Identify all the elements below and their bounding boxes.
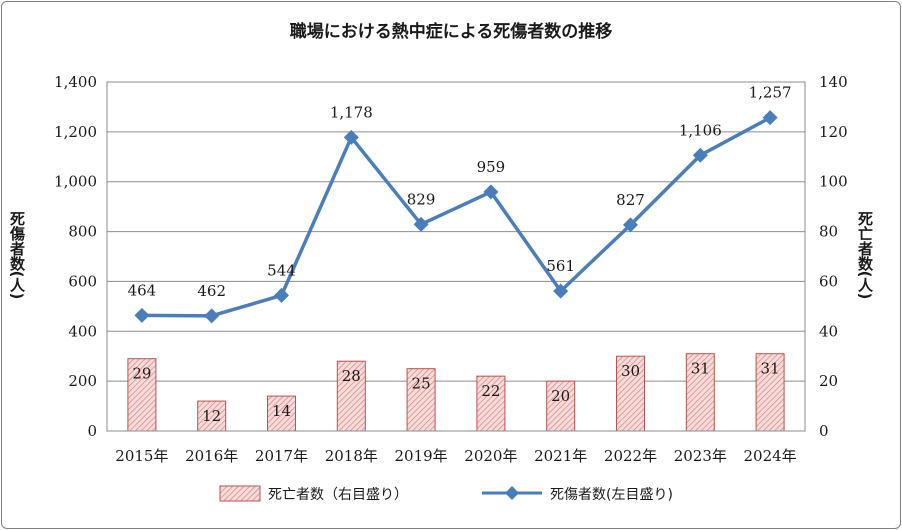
series-line (141, 116, 771, 318)
line-point (623, 217, 638, 233)
x-tick-label: 2016年 (185, 447, 238, 465)
plot-area-border (106, 81, 806, 432)
bar-value-label: 12 (202, 407, 221, 425)
legend: 死亡者数（右目盛り） 死傷者数(左目盛り) (219, 485, 673, 503)
x-tick-label: 2023年 (674, 447, 727, 465)
line-value-label: 544 (267, 261, 296, 279)
line-value-label: 561 (546, 257, 575, 275)
line-value-label: 827 (616, 191, 645, 209)
x-tick-label: 2018年 (325, 447, 378, 465)
y-left-tick-label: 400 (68, 322, 97, 340)
line-point (274, 287, 289, 303)
legend-line-label: 死傷者数(左目盛り) (550, 487, 673, 503)
legend-bar-swatch (219, 485, 261, 502)
x-tick-label: 2021年 (534, 447, 587, 465)
bar-value-label: 31 (691, 360, 710, 378)
bar (336, 360, 366, 432)
x-tick-label: 2022年 (604, 447, 657, 465)
bar-value-label: 25 (412, 375, 431, 393)
legend-bar-label: 死亡者数（右目盛り） (268, 487, 408, 503)
bar (685, 353, 715, 432)
line-point (204, 308, 220, 324)
bar (127, 358, 157, 432)
bar (546, 380, 576, 432)
bar (476, 375, 506, 432)
bar-value-label: 14 (272, 402, 291, 420)
x-tick-label: 2017年 (255, 447, 308, 465)
line-series: 464 462 544 1,178 829 959 561 827 1,106 1,257 (128, 84, 792, 324)
y-right-tick-label: 100 (819, 173, 848, 191)
bar-value-label: 20 (551, 387, 570, 405)
line-point (483, 184, 499, 200)
bar-value-label: 28 (342, 367, 361, 385)
line-point (762, 110, 778, 126)
line-point (343, 129, 359, 145)
chart-title: 職場における熱中症による死傷者数の推移 (290, 21, 613, 42)
y-left-tick-label: 600 (68, 272, 97, 290)
y-left-tick-label: 1,200 (54, 123, 97, 141)
x-tick-label: 2024年 (744, 447, 797, 465)
line-point (413, 216, 429, 232)
bar (197, 400, 227, 432)
x-tick-label: 2019年 (395, 447, 448, 465)
x-tick-label: 2020年 (464, 447, 517, 465)
bar (406, 368, 436, 432)
line-value-label: 829 (407, 190, 436, 208)
line-value-label: 1,106 (679, 121, 722, 139)
y-right-tick-label: 120 (819, 123, 848, 141)
line-value-label: 1,257 (749, 84, 792, 102)
y-left-tick-label: 0 (87, 422, 97, 440)
line-point (553, 283, 569, 299)
bar-value-label: 31 (761, 360, 780, 378)
line-value-label: 464 (128, 281, 157, 299)
bar-value-label: 30 (621, 362, 640, 380)
line-value-label: 959 (477, 158, 506, 176)
y-left-tick-label: 200 (68, 372, 97, 390)
line-point (692, 147, 708, 163)
line-value-label: 462 (197, 282, 226, 300)
y-left-tick-label: 1,400 (54, 73, 97, 91)
y-axis-right-label: 死亡者数(人) (856, 211, 874, 300)
bar (755, 353, 785, 432)
bar-series: 29 12 14 28 25 22 20 30 31 31 (127, 353, 785, 432)
x-tick-label: 2015年 (115, 447, 168, 465)
line-value-label: 1,178 (330, 103, 373, 121)
line-point (134, 307, 150, 323)
y-right-tick-label: 0 (819, 422, 829, 440)
y-axis-left-label: 死傷者数(人) (8, 211, 26, 300)
bar-value-label: 29 (132, 365, 151, 383)
y-right-tick-label: 140 (819, 73, 848, 91)
y-right-tick-label: 60 (819, 272, 838, 290)
axes: 0 0 200 20 400 40 600 60 800 80 1,000 100 1,200 120 1,… (54, 73, 848, 465)
y-right-tick-label: 40 (819, 322, 838, 340)
y-right-tick-label: 80 (819, 223, 838, 241)
y-left-tick-label: 800 (68, 223, 97, 241)
bar-value-label: 22 (481, 382, 500, 400)
legend-line-marker (505, 486, 519, 500)
y-left-tick-label: 1,000 (54, 173, 97, 191)
y-right-tick-label: 20 (819, 372, 838, 390)
